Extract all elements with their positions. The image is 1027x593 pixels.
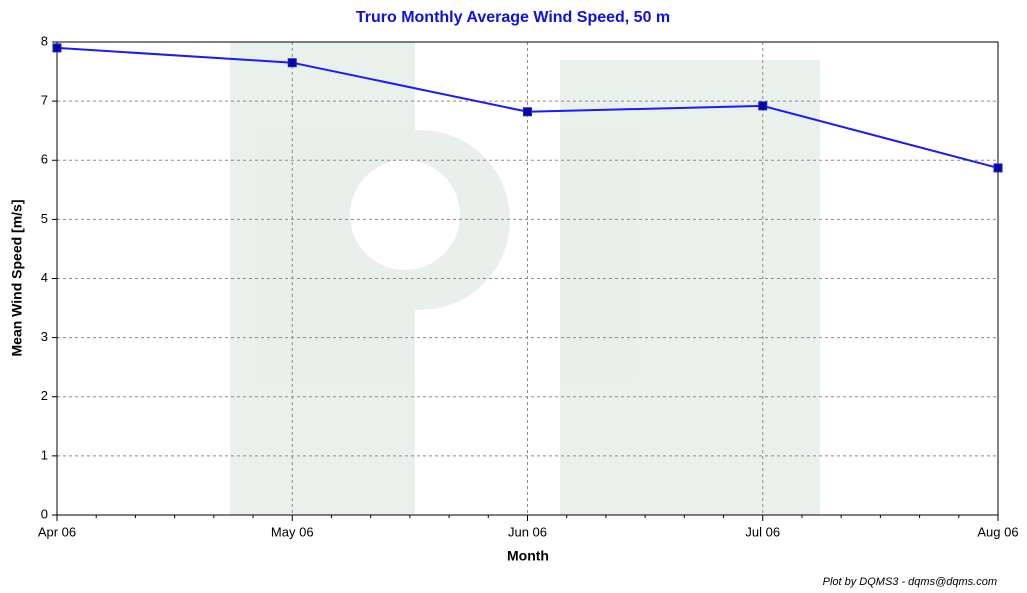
x-tick-label: May 06 [271, 524, 314, 539]
x-tick-label: Jun 06 [508, 524, 547, 539]
watermark-hole [350, 160, 460, 270]
y-tick-label: 0 [41, 506, 48, 521]
chart-title: Truro Monthly Average Wind Speed, 50 m [356, 9, 670, 26]
point-marker [524, 108, 532, 116]
point-marker [288, 59, 296, 67]
y-tick-label: 1 [41, 447, 48, 462]
point-marker [994, 164, 1002, 172]
x-tick-label: Aug 06 [977, 524, 1018, 539]
y-tick-label: 4 [41, 270, 48, 285]
point-marker [53, 44, 61, 52]
point-marker [759, 102, 767, 110]
y-tick-label: 5 [41, 211, 48, 226]
chart: Truro Monthly Average Wind Speed, 50 m M… [0, 0, 1027, 593]
y-tick-label: 8 [41, 33, 48, 48]
y-tick-label: 2 [41, 388, 48, 403]
y-axis-title: Mean Wind Speed [m/s] [9, 199, 25, 356]
x-tick-label: Jul 06 [745, 524, 780, 539]
x-tick-label: Apr 06 [38, 524, 76, 539]
y-tick-label: 6 [41, 152, 48, 167]
y-tick-label: 3 [41, 329, 48, 344]
footer: Plot by DQMS3 - dqms@dqms.com [823, 576, 997, 588]
x-axis-title: Month [507, 548, 549, 564]
y-tick-label: 7 [41, 93, 48, 108]
